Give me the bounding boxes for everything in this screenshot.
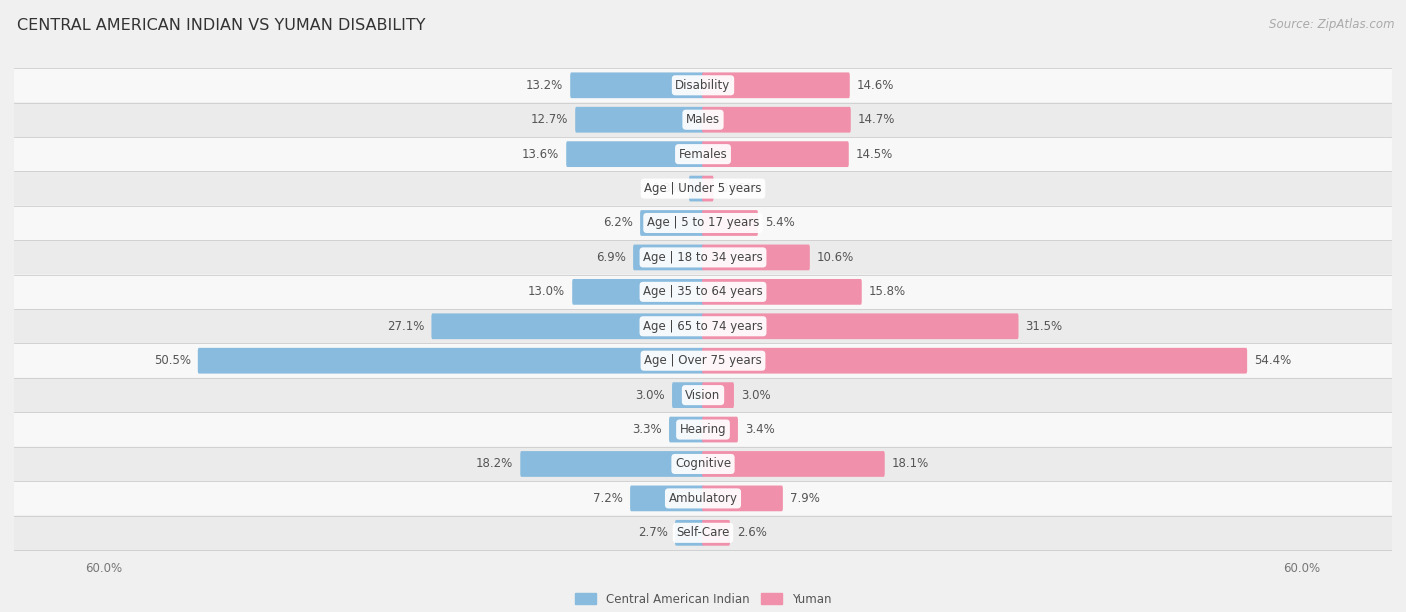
Text: 13.6%: 13.6% (522, 147, 560, 160)
FancyBboxPatch shape (571, 72, 704, 98)
FancyBboxPatch shape (14, 343, 1392, 378)
FancyBboxPatch shape (672, 382, 704, 408)
FancyBboxPatch shape (702, 313, 1018, 339)
Text: 3.0%: 3.0% (741, 389, 770, 401)
Text: 50.5%: 50.5% (153, 354, 191, 367)
Text: Vision: Vision (685, 389, 721, 401)
Text: 12.7%: 12.7% (531, 113, 568, 126)
FancyBboxPatch shape (14, 206, 1392, 241)
Text: 14.7%: 14.7% (858, 113, 896, 126)
Text: Hearing: Hearing (679, 423, 727, 436)
Text: 3.0%: 3.0% (636, 389, 665, 401)
FancyBboxPatch shape (14, 481, 1392, 515)
Text: Age | 35 to 64 years: Age | 35 to 64 years (643, 285, 763, 298)
Text: 15.8%: 15.8% (869, 285, 905, 298)
Text: 1.3%: 1.3% (652, 182, 682, 195)
Text: 27.1%: 27.1% (387, 320, 425, 333)
FancyBboxPatch shape (14, 447, 1392, 481)
Text: Age | Under 5 years: Age | Under 5 years (644, 182, 762, 195)
FancyBboxPatch shape (14, 102, 1392, 137)
Text: 7.2%: 7.2% (593, 492, 623, 505)
FancyBboxPatch shape (702, 245, 810, 271)
FancyBboxPatch shape (14, 241, 1392, 275)
FancyBboxPatch shape (14, 412, 1392, 447)
FancyBboxPatch shape (14, 68, 1392, 102)
Text: Age | Over 75 years: Age | Over 75 years (644, 354, 762, 367)
FancyBboxPatch shape (669, 417, 704, 442)
FancyBboxPatch shape (14, 171, 1392, 206)
Text: CENTRAL AMERICAN INDIAN VS YUMAN DISABILITY: CENTRAL AMERICAN INDIAN VS YUMAN DISABIL… (17, 18, 426, 34)
FancyBboxPatch shape (520, 451, 704, 477)
Text: 5.4%: 5.4% (765, 217, 794, 230)
Text: Age | 65 to 74 years: Age | 65 to 74 years (643, 320, 763, 333)
FancyBboxPatch shape (702, 141, 849, 167)
Text: Males: Males (686, 113, 720, 126)
Text: Age | 5 to 17 years: Age | 5 to 17 years (647, 217, 759, 230)
Text: 2.6%: 2.6% (737, 526, 766, 539)
FancyBboxPatch shape (675, 520, 704, 546)
Text: 7.9%: 7.9% (790, 492, 820, 505)
Text: 18.1%: 18.1% (891, 458, 929, 471)
Text: 2.7%: 2.7% (638, 526, 668, 539)
FancyBboxPatch shape (702, 451, 884, 477)
FancyBboxPatch shape (575, 107, 704, 133)
FancyBboxPatch shape (14, 275, 1392, 309)
FancyBboxPatch shape (702, 72, 849, 98)
Text: 31.5%: 31.5% (1025, 320, 1063, 333)
FancyBboxPatch shape (14, 309, 1392, 343)
FancyBboxPatch shape (702, 382, 734, 408)
Text: 14.6%: 14.6% (856, 79, 894, 92)
Text: Females: Females (679, 147, 727, 160)
FancyBboxPatch shape (572, 279, 704, 305)
Text: 6.9%: 6.9% (596, 251, 626, 264)
FancyBboxPatch shape (198, 348, 704, 373)
Text: Cognitive: Cognitive (675, 458, 731, 471)
FancyBboxPatch shape (567, 141, 704, 167)
FancyBboxPatch shape (702, 279, 862, 305)
Text: 0.95%: 0.95% (720, 182, 758, 195)
FancyBboxPatch shape (689, 176, 704, 201)
Text: 14.5%: 14.5% (856, 147, 893, 160)
Text: 54.4%: 54.4% (1254, 354, 1291, 367)
FancyBboxPatch shape (432, 313, 704, 339)
Text: Self-Care: Self-Care (676, 526, 730, 539)
Text: 13.2%: 13.2% (526, 79, 564, 92)
FancyBboxPatch shape (702, 107, 851, 133)
Text: 18.2%: 18.2% (477, 458, 513, 471)
Text: Source: ZipAtlas.com: Source: ZipAtlas.com (1270, 18, 1395, 31)
FancyBboxPatch shape (702, 417, 738, 442)
FancyBboxPatch shape (702, 485, 783, 511)
Text: 6.2%: 6.2% (603, 217, 633, 230)
FancyBboxPatch shape (640, 210, 704, 236)
Text: 3.4%: 3.4% (745, 423, 775, 436)
Text: Ambulatory: Ambulatory (668, 492, 738, 505)
FancyBboxPatch shape (14, 515, 1392, 550)
Text: Disability: Disability (675, 79, 731, 92)
Text: Age | 18 to 34 years: Age | 18 to 34 years (643, 251, 763, 264)
Legend: Central American Indian, Yuman: Central American Indian, Yuman (569, 588, 837, 611)
Text: 10.6%: 10.6% (817, 251, 853, 264)
FancyBboxPatch shape (14, 137, 1392, 171)
FancyBboxPatch shape (702, 348, 1247, 373)
Text: 13.0%: 13.0% (529, 285, 565, 298)
FancyBboxPatch shape (633, 245, 704, 271)
FancyBboxPatch shape (630, 485, 704, 511)
FancyBboxPatch shape (14, 378, 1392, 412)
Text: 3.3%: 3.3% (633, 423, 662, 436)
FancyBboxPatch shape (702, 520, 730, 546)
FancyBboxPatch shape (702, 210, 758, 236)
FancyBboxPatch shape (702, 176, 713, 201)
